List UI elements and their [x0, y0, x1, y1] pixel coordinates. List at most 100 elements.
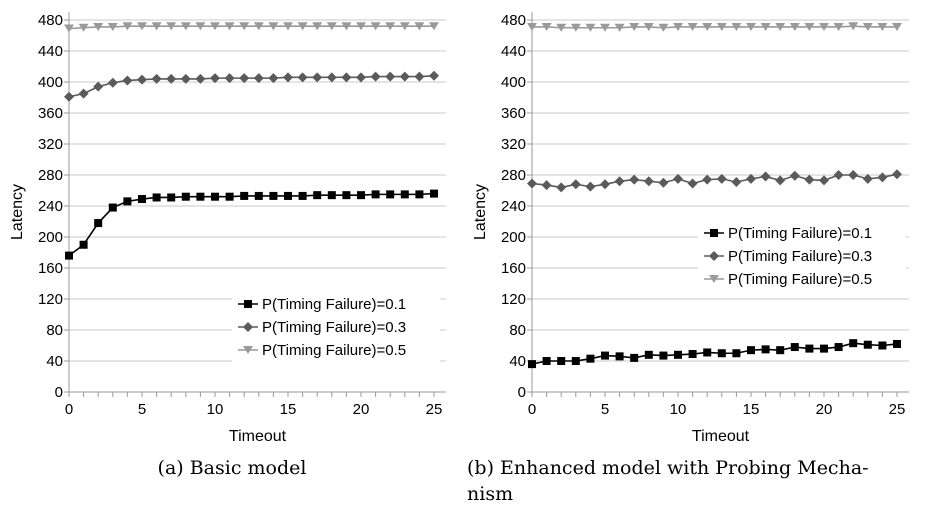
y-tick-label: 80 — [509, 322, 526, 339]
data-point — [385, 22, 396, 31]
data-point — [195, 73, 206, 84]
data-point — [542, 357, 551, 365]
y-tick-label: 240 — [38, 198, 63, 215]
data-point — [527, 22, 537, 31]
series-line — [532, 25, 897, 29]
series-1 — [65, 189, 438, 260]
data-point — [166, 73, 177, 84]
data-point — [123, 197, 132, 206]
data-point — [643, 176, 654, 187]
data-point — [79, 240, 88, 249]
data-point — [180, 22, 191, 31]
data-point — [601, 351, 609, 360]
data-point — [557, 357, 566, 365]
data-point — [528, 360, 536, 369]
data-point — [386, 190, 395, 199]
data-point — [804, 22, 815, 31]
data-point — [586, 354, 595, 363]
data-point — [253, 22, 264, 31]
y-tick-label: 480 — [501, 12, 526, 29]
x-axis-title: Timeout — [229, 428, 287, 445]
data-point — [848, 22, 859, 31]
y-tick-label: 0 — [518, 384, 526, 401]
y-tick-label: 40 — [509, 353, 526, 370]
y-tick-label: 280 — [38, 167, 63, 184]
data-point — [716, 173, 727, 184]
data-point — [600, 23, 610, 32]
x-tick-label: 5 — [601, 401, 609, 418]
y-tick-label: 280 — [501, 167, 526, 184]
data-point — [805, 344, 814, 353]
legend-marker — [243, 322, 253, 332]
data-point — [195, 22, 206, 31]
data-point — [629, 174, 640, 185]
data-point — [399, 71, 410, 82]
data-point — [687, 178, 698, 189]
data-point — [833, 22, 844, 31]
caption-line: nism — [467, 483, 513, 505]
data-point — [269, 191, 278, 200]
data-point — [731, 22, 742, 31]
y-tick-label: 400 — [38, 74, 63, 91]
data-point — [94, 219, 103, 228]
data-point — [166, 22, 177, 31]
y-tick-label: 440 — [501, 43, 526, 60]
data-point — [892, 169, 902, 180]
data-point — [717, 349, 726, 358]
data-point — [775, 22, 786, 31]
data-point — [239, 73, 250, 84]
data-point — [614, 176, 625, 187]
x-tick-label: 15 — [280, 401, 297, 418]
data-point — [107, 77, 118, 88]
data-point — [107, 22, 118, 31]
data-point — [789, 22, 800, 31]
data-point — [687, 22, 698, 31]
legend-marker — [243, 346, 253, 354]
data-point — [430, 189, 438, 198]
data-point — [210, 22, 220, 31]
data-point — [600, 179, 610, 190]
caption-line: (b) Enhanced model with Probing Mecha- — [467, 457, 869, 479]
data-point — [614, 23, 625, 32]
y-tick-label: 0 — [55, 384, 63, 401]
data-point — [283, 72, 293, 83]
y-tick-label: 160 — [501, 260, 526, 277]
data-point — [284, 191, 292, 200]
y-tick-label: 240 — [501, 198, 526, 215]
y-tick-label: 120 — [38, 291, 63, 308]
data-point — [760, 22, 771, 31]
data-point — [93, 81, 104, 92]
chart-a: 0 40 80 120 160 200 240 280 320 360 400 440 480 0 5 10 1… — [9, 12, 446, 479]
x-tick-label: 15 — [743, 401, 760, 418]
data-point — [93, 22, 104, 31]
data-point — [848, 170, 859, 180]
data-point — [211, 192, 219, 201]
data-point — [312, 22, 323, 31]
data-point — [341, 72, 352, 83]
y-tick-label: 440 — [38, 43, 63, 60]
x-tick-label: 25 — [426, 401, 443, 418]
y-tick-label: 320 — [38, 136, 63, 153]
data-point — [312, 72, 323, 83]
x-axis-title: Timeout — [692, 428, 750, 445]
y-tick-label: 400 — [501, 74, 526, 91]
data-point — [327, 191, 336, 200]
data-point — [122, 22, 133, 31]
data-point — [862, 173, 873, 184]
data-point — [254, 191, 263, 200]
data-point — [673, 173, 683, 184]
data-point — [64, 91, 74, 102]
data-point — [167, 193, 176, 202]
legend-marker — [244, 300, 252, 308]
data-point — [414, 71, 425, 82]
data-point — [371, 190, 380, 199]
data-point — [151, 22, 162, 31]
data-point — [297, 22, 308, 31]
data-point — [760, 171, 771, 182]
data-point — [541, 22, 552, 31]
chart-caption: (a) Basic model — [158, 457, 307, 479]
data-point — [151, 73, 162, 84]
data-point — [210, 73, 220, 84]
data-point — [357, 191, 365, 200]
x-tick-label: 20 — [353, 401, 370, 418]
